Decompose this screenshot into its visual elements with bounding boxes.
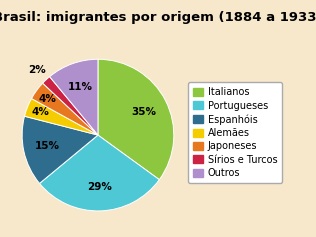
Text: Brasil: imigrantes por origem (1884 a 1933): Brasil: imigrantes por origem (1884 a 19… <box>0 11 316 24</box>
Wedge shape <box>40 135 159 211</box>
Text: 2%: 2% <box>28 65 46 75</box>
Wedge shape <box>43 77 98 135</box>
Wedge shape <box>22 116 98 183</box>
Text: 11%: 11% <box>68 82 93 91</box>
Text: 29%: 29% <box>87 182 112 192</box>
Text: 4%: 4% <box>39 94 57 104</box>
Text: 15%: 15% <box>35 141 60 151</box>
Text: 35%: 35% <box>131 107 156 117</box>
Wedge shape <box>25 99 98 135</box>
Legend: Italianos, Portugueses, Espanhóis, Alemães, Japoneses, Sírios e Turcos, Outros: Italianos, Portugueses, Espanhóis, Alemã… <box>188 82 282 183</box>
Wedge shape <box>50 59 98 135</box>
Wedge shape <box>98 59 174 180</box>
Text: 4%: 4% <box>31 107 49 117</box>
Wedge shape <box>32 83 98 135</box>
